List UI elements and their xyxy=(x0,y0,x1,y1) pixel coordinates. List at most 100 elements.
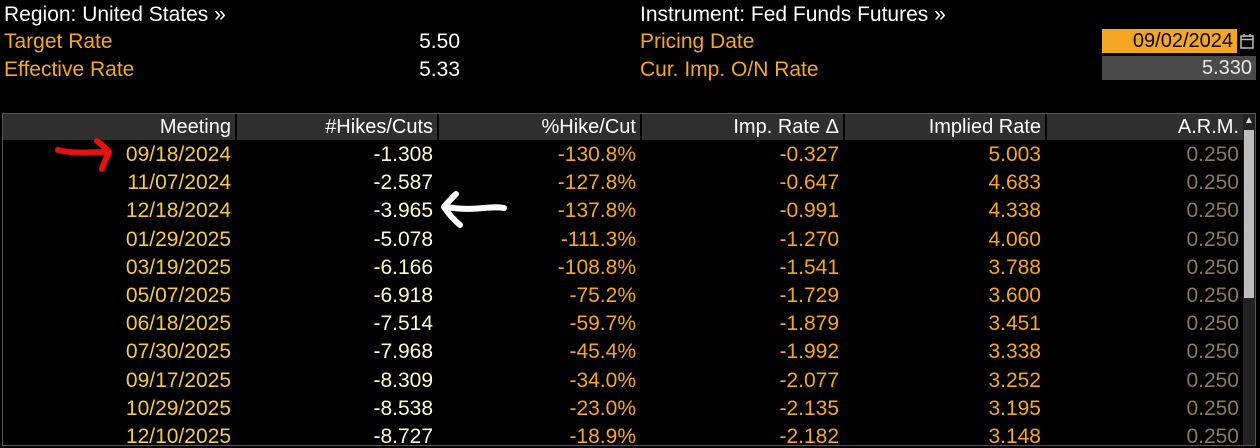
implied-rate-value: 3.148 xyxy=(988,424,1041,446)
implied-rate-value: 4.060 xyxy=(988,227,1041,251)
region-selector[interactable]: Region: United States » xyxy=(4,3,226,26)
hikes-cuts-value: -8.309 xyxy=(373,368,433,392)
meeting-date: 01/29/2025 xyxy=(125,227,231,251)
column-header-pct-hike-cut[interactable]: %Hike/Cut xyxy=(439,114,640,140)
imp-rate-delta-value: -1.541 xyxy=(779,255,839,279)
pct-hike-cut-value: -127.8% xyxy=(557,171,636,195)
hikes-cuts-value: -8.727 xyxy=(373,424,433,446)
implied-rate-value: 5.003 xyxy=(988,143,1041,166)
implied-rate-value: 3.600 xyxy=(988,283,1041,307)
target-rate-label: Target Rate xyxy=(4,30,113,53)
hikes-cuts-value: -7.514 xyxy=(373,312,433,336)
table-row[interactable]: 11/07/2024 -2.587 -127.8% -0.647 4.683 0… xyxy=(3,169,1243,197)
imp-rate-delta-value: -0.991 xyxy=(779,199,839,223)
scroll-thumb[interactable] xyxy=(1244,130,1254,298)
column-header-hikes-cuts[interactable]: #Hikes/Cuts xyxy=(237,114,437,140)
imp-rate-delta-value: -1.729 xyxy=(779,283,839,307)
meeting-date: 12/10/2025 xyxy=(125,424,231,446)
table-row[interactable]: 12/10/2025 -8.727 -18.9% -2.182 3.148 0.… xyxy=(3,423,1243,446)
pct-hike-cut-value: -130.8% xyxy=(557,143,636,166)
pct-hike-cut-value: -111.3% xyxy=(560,227,636,251)
imp-rate-delta-value: -1.992 xyxy=(779,340,839,364)
arm-value: 0.250 xyxy=(1186,199,1239,223)
pct-hike-cut-value: -75.2% xyxy=(569,283,636,307)
pct-hike-cut-value: -59.7% xyxy=(569,312,636,336)
on-rate-label: Cur. Imp. O/N Rate xyxy=(640,58,819,81)
pct-hike-cut-value: -137.8% xyxy=(557,199,636,223)
column-header-imp-rate-delta[interactable]: Imp. Rate Δ xyxy=(642,114,843,140)
table-row[interactable]: 09/17/2025 -8.309 -34.0% -2.077 3.252 0.… xyxy=(3,367,1243,395)
arm-value: 0.250 xyxy=(1186,424,1239,446)
pct-hike-cut-value: -34.0% xyxy=(569,368,636,392)
scroll-up-arrow-icon[interactable]: ▲ xyxy=(1244,115,1254,126)
table-row[interactable]: 07/30/2025 -7.968 -45.4% -1.992 3.338 0.… xyxy=(3,338,1243,366)
column-header-meeting[interactable]: Meeting xyxy=(3,114,235,140)
arm-value: 0.250 xyxy=(1186,340,1239,364)
imp-rate-delta-value: -2.077 xyxy=(779,368,839,392)
meeting-date: 12/18/2024 xyxy=(125,199,231,223)
pct-hike-cut-value: -45.4% xyxy=(569,340,636,364)
meeting-date: 11/07/2024 xyxy=(127,171,231,195)
imp-rate-delta-value: -1.270 xyxy=(779,227,839,251)
implied-rate-value: 3.788 xyxy=(988,255,1041,279)
imp-rate-delta-value: -2.182 xyxy=(779,424,839,446)
arm-value: 0.250 xyxy=(1186,283,1239,307)
meeting-date: 07/30/2025 xyxy=(125,340,231,364)
target-rate-value: 5.50 xyxy=(419,30,460,53)
meeting-date: 09/17/2025 xyxy=(125,368,231,392)
arm-value: 0.250 xyxy=(1186,396,1239,420)
implied-rate-value: 4.683 xyxy=(988,171,1041,195)
column-header-arm[interactable]: A.R.M. xyxy=(1047,114,1243,140)
hikes-cuts-value: -6.166 xyxy=(373,255,433,279)
pct-hike-cut-value: -23.0% xyxy=(569,396,636,420)
effective-rate-value: 5.33 xyxy=(419,58,460,81)
hikes-cuts-value: -2.587 xyxy=(373,171,433,195)
implied-rate-value: 3.252 xyxy=(988,368,1041,392)
table-row[interactable]: 03/19/2025 -6.166 -108.8% -1.541 3.788 0… xyxy=(3,254,1243,282)
pct-hike-cut-value: -18.9% xyxy=(569,424,636,446)
hikes-cuts-value: -6.918 xyxy=(373,283,433,307)
hikes-cuts-value: -8.538 xyxy=(373,396,433,420)
arm-value: 0.250 xyxy=(1186,368,1239,392)
implied-rate-value: 3.451 xyxy=(988,312,1041,336)
table-header: Meeting #Hikes/Cuts %Hike/Cut Imp. Rate … xyxy=(3,114,1243,140)
arm-value: 0.250 xyxy=(1186,227,1239,251)
table-row[interactable]: 12/18/2024 -3.965 -137.8% -0.991 4.338 0… xyxy=(3,197,1243,225)
imp-rate-delta-value: -0.327 xyxy=(779,143,839,166)
arm-value: 0.250 xyxy=(1186,143,1239,166)
arm-value: 0.250 xyxy=(1186,171,1239,195)
pct-hike-cut-value: -108.8% xyxy=(557,255,636,279)
meeting-date: 10/29/2025 xyxy=(125,396,231,420)
column-header-implied-rate[interactable]: Implied Rate xyxy=(845,114,1045,140)
instrument-selector[interactable]: Instrument: Fed Funds Futures » xyxy=(640,3,946,26)
imp-rate-delta-value: -2.135 xyxy=(779,396,839,420)
hikes-cuts-value: -5.078 xyxy=(373,227,433,251)
table-body: 09/18/2024 -1.308 -130.8% -0.327 5.003 0… xyxy=(3,141,1243,446)
rate-probability-table: Meeting #Hikes/Cuts %Hike/Cut Imp. Rate … xyxy=(2,113,1256,446)
imp-rate-delta-value: -0.647 xyxy=(779,171,839,195)
hikes-cuts-value: -3.965 xyxy=(373,199,433,223)
meeting-date: 06/18/2025 xyxy=(125,312,231,336)
table-row[interactable]: 06/18/2025 -7.514 -59.7% -1.879 3.451 0.… xyxy=(3,310,1243,338)
table-row[interactable]: 09/18/2024 -1.308 -130.8% -0.327 5.003 0… xyxy=(3,141,1243,169)
imp-rate-delta-value: -1.879 xyxy=(779,312,839,336)
implied-rate-value: 4.338 xyxy=(988,199,1041,223)
table-scrollbar[interactable]: ▲ xyxy=(1243,114,1255,445)
meeting-date: 03/19/2025 xyxy=(125,255,231,279)
arm-value: 0.250 xyxy=(1186,312,1239,336)
implied-rate-value: 3.195 xyxy=(988,396,1041,420)
calendar-icon[interactable] xyxy=(1238,29,1256,53)
hikes-cuts-value: -1.308 xyxy=(373,143,433,166)
hikes-cuts-value: -7.968 xyxy=(373,340,433,364)
table-row[interactable]: 05/07/2025 -6.918 -75.2% -1.729 3.600 0.… xyxy=(3,282,1243,310)
meeting-date: 09/18/2024 xyxy=(125,143,231,166)
pricing-date-label: Pricing Date xyxy=(640,30,755,53)
arm-value: 0.250 xyxy=(1186,255,1239,279)
effective-rate-label: Effective Rate xyxy=(4,58,135,81)
pricing-date-input[interactable]: 09/02/2024 xyxy=(1102,29,1237,53)
meeting-date: 05/07/2025 xyxy=(125,283,231,307)
table-row[interactable]: 01/29/2025 -5.078 -111.3% -1.270 4.060 0… xyxy=(3,226,1243,254)
table-row[interactable]: 10/29/2025 -8.538 -23.0% -2.135 3.195 0.… xyxy=(3,395,1243,423)
on-rate-field: 5.330 xyxy=(1102,56,1256,80)
implied-rate-value: 3.338 xyxy=(988,340,1041,364)
